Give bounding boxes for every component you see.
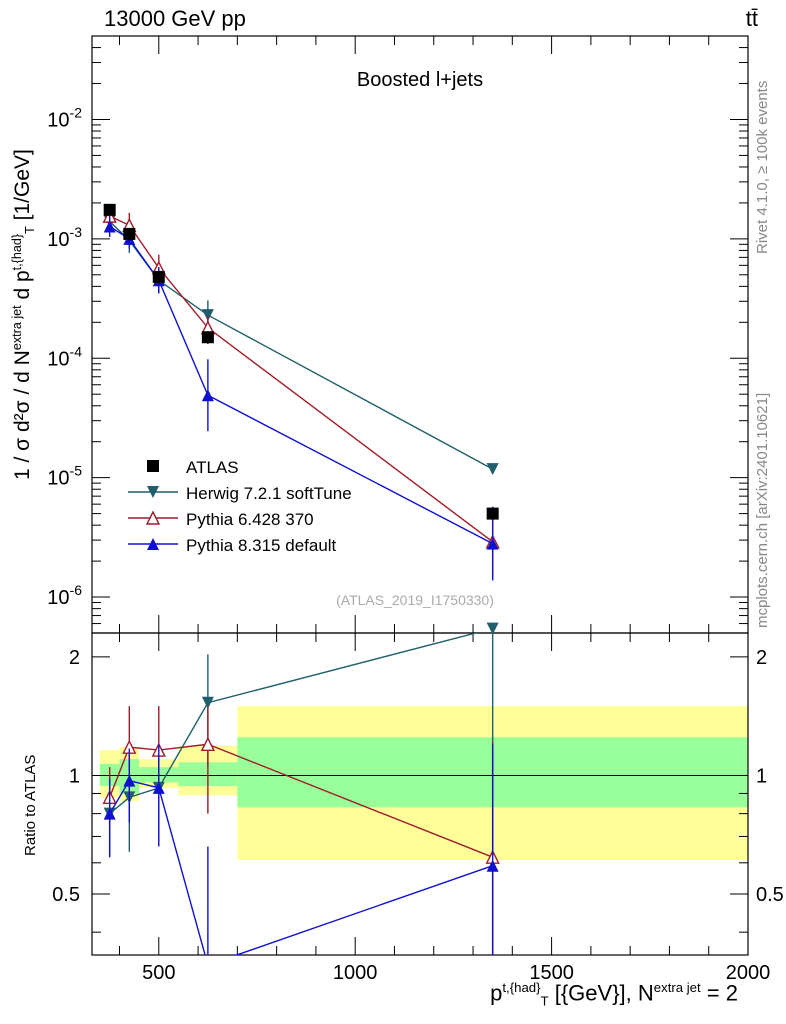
legend-marker — [147, 538, 159, 550]
legend-label: Herwig 7.2.1 softTune — [186, 484, 352, 503]
ratio-bands — [99, 706, 749, 860]
y-tick-label-main: 10-5 — [47, 463, 82, 490]
y-tick-label-ratio: 2 — [69, 647, 80, 669]
x-axis-label: pt,{had}T [{GeV}], Nextra jet = 2 — [490, 980, 738, 1009]
y-tick-label-ratio-right: 2 — [756, 647, 767, 669]
x-tick-label: 2000 — [726, 962, 771, 984]
analysis-watermark: (ATLAS_2019_I1750330) — [336, 592, 494, 608]
y-tick-label-main: 10-4 — [47, 343, 82, 370]
y-tick-label-ratio: 1 — [69, 765, 80, 787]
y-tick-label-ratio: 0.5 — [52, 884, 80, 906]
legend-label: Pythia 6.428 370 — [186, 510, 314, 529]
x-tick-label: 1000 — [333, 962, 378, 984]
series-point-ratio — [152, 781, 165, 794]
x-tick-label: 1500 — [529, 962, 574, 984]
series-point-ratio — [200, 736, 216, 751]
ratio-plot-frame — [91, 632, 749, 956]
header-process: 13000 GeV pp — [104, 6, 246, 31]
series-point-ratio — [486, 622, 499, 635]
series-point-main — [486, 463, 499, 476]
legend-marker — [147, 460, 159, 472]
legend-marker — [145, 510, 161, 525]
series-line-main — [109, 220, 494, 470]
x-tick-label: 500 — [142, 962, 175, 984]
series-point-ratio — [103, 807, 116, 820]
y-tick-label-main: 10-6 — [47, 582, 82, 609]
series-data — [103, 203, 499, 521]
y-tick-label-ratio-right: 0.5 — [756, 884, 784, 906]
series-point-main — [103, 220, 116, 233]
legend-label: Pythia 8.315 default — [186, 536, 337, 555]
series-main-0 — [103, 209, 499, 476]
y-tick-label-ratio-right: 1 — [756, 765, 767, 787]
plot-title: Boosted l+jets — [357, 69, 483, 91]
legend-label: ATLAS — [186, 458, 239, 477]
y-tick-label-main: 10-3 — [47, 224, 82, 251]
y-tick-label-main: 10-2 — [47, 104, 82, 131]
series-point-ratio — [201, 696, 214, 709]
series-point-main — [201, 309, 214, 322]
series-ratio-2 — [103, 744, 499, 955]
series-point-ratio — [123, 774, 136, 787]
series-point-ratio — [486, 859, 499, 872]
series-point-main — [201, 389, 214, 402]
header-final-state: tt̄ — [745, 6, 758, 31]
series-point-main — [486, 537, 499, 550]
legend-marker — [147, 486, 159, 498]
